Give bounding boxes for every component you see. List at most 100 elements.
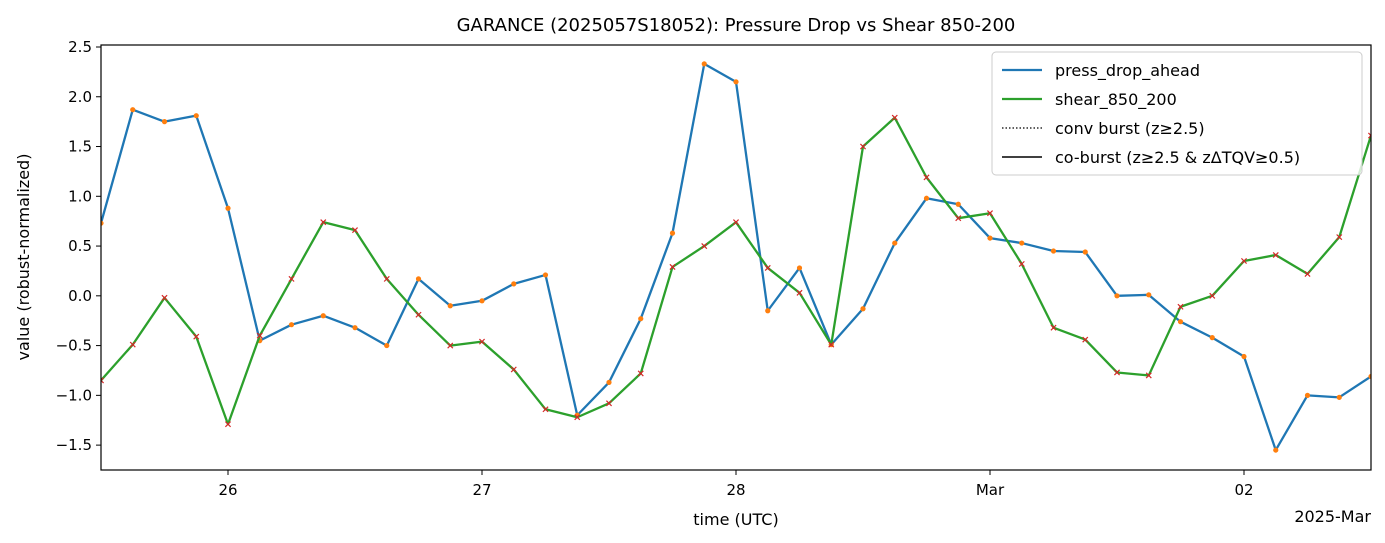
point-press-drop-ahead <box>479 298 485 304</box>
point-shear-850-200 <box>574 414 581 421</box>
point-shear-850-200 <box>1272 251 1279 259</box>
point-press-drop-ahead <box>161 119 168 125</box>
point-shear-850-200 <box>161 294 168 301</box>
point-shear-850-200 <box>129 341 136 348</box>
y-tick-label: 2.0 <box>68 88 92 106</box>
point-shear-850-200 <box>351 227 359 234</box>
point-press-drop-ahead <box>1241 353 1247 360</box>
point-press-drop-ahead <box>415 276 422 282</box>
point-press-drop-ahead <box>225 205 231 211</box>
point-press-drop-ahead <box>1336 394 1342 400</box>
point-shear-850-200 <box>1367 132 1371 139</box>
point-press-drop-ahead <box>606 379 612 386</box>
y-tick-label: 0.5 <box>68 237 92 255</box>
point-press-drop-ahead <box>1114 293 1120 299</box>
x-tick-label: 26 <box>218 481 237 499</box>
point-shear-850-200 <box>923 174 930 181</box>
legend-label-co-burst: co-burst (z≥2.5 & zΔTQV≥0.5) <box>1055 148 1300 167</box>
point-shear-850-200 <box>383 275 390 282</box>
point-shear-850-200 <box>796 289 803 296</box>
point-shear-850-200 <box>669 263 676 270</box>
y-tick-label: 2.5 <box>68 38 92 56</box>
point-press-drop-ahead <box>288 322 295 328</box>
y-tick-label: 1.5 <box>68 138 92 156</box>
point-press-drop-ahead <box>1146 292 1152 298</box>
point-press-drop-ahead <box>860 306 866 312</box>
point-shear-850-200 <box>637 370 644 377</box>
point-shear-850-200 <box>859 143 867 150</box>
point-shear-850-200 <box>256 332 263 339</box>
point-press-drop-ahead <box>987 235 993 241</box>
y-tick-label: 0.0 <box>68 287 92 305</box>
chart-title: GARANCE (2025057S18052): Pressure Drop v… <box>457 15 1016 36</box>
y-tick-label: 1.0 <box>68 187 92 205</box>
point-shear-850-200 <box>1336 234 1343 241</box>
point-press-drop-ahead <box>542 272 549 278</box>
point-shear-850-200 <box>288 275 295 282</box>
point-shear-850-200 <box>101 377 105 384</box>
legend-box <box>991 51 1363 176</box>
point-shear-850-200 <box>764 264 771 271</box>
point-press-drop-ahead <box>765 308 771 314</box>
point-press-drop-ahead <box>733 79 739 85</box>
point-shear-850-200 <box>1113 369 1121 376</box>
x-tick-label: 28 <box>726 481 745 499</box>
point-press-drop-ahead <box>1209 335 1215 341</box>
point-press-drop-ahead <box>130 107 136 113</box>
point-shear-850-200 <box>828 341 835 348</box>
legend: press_drop_ahead shear_850_200 conv burs… <box>991 51 1363 176</box>
point-press-drop-ahead <box>701 61 707 67</box>
point-press-drop-ahead <box>1304 392 1311 398</box>
point-shear-850-200 <box>447 342 454 349</box>
point-shear-850-200 <box>224 421 232 428</box>
point-press-drop-ahead <box>352 325 358 331</box>
point-shear-850-200 <box>955 215 962 222</box>
point-press-drop-ahead <box>1050 248 1057 254</box>
legend-label-conv-burst: conv burst (z≥2.5) <box>1055 119 1205 138</box>
x-axis-label: time (UTC) <box>693 510 778 529</box>
point-press-drop-ahead <box>955 201 961 207</box>
point-shear-850-200 <box>1082 336 1089 343</box>
y-axis: −1.5 −1.0 −0.5 0.0 0.5 1.0 1.5 2.0 2.5 <box>56 38 101 454</box>
point-shear-850-200 <box>891 114 898 121</box>
point-shear-850-200 <box>1050 324 1057 331</box>
point-press-drop-ahead <box>923 195 930 201</box>
y-tick-label: −1.5 <box>56 436 92 454</box>
point-shear-850-200 <box>701 243 708 250</box>
point-shear-850-200 <box>415 311 422 318</box>
point-shear-850-200 <box>605 400 613 407</box>
point-press-drop-ahead <box>1368 373 1371 380</box>
point-shear-850-200 <box>542 406 549 413</box>
point-shear-850-200 <box>193 333 200 340</box>
point-press-drop-ahead <box>447 303 453 309</box>
point-press-drop-ahead <box>1019 240 1025 246</box>
x-tick-label: 27 <box>472 481 491 499</box>
point-shear-850-200 <box>1240 257 1248 265</box>
point-press-drop-ahead <box>101 220 104 226</box>
point-press-drop-ahead <box>1273 447 1279 453</box>
point-press-drop-ahead <box>384 342 390 349</box>
point-shear-850-200 <box>1209 292 1216 299</box>
point-shear-850-200 <box>510 366 517 373</box>
point-press-drop-ahead <box>796 265 803 271</box>
point-shear-850-200 <box>320 219 327 226</box>
point-shear-850-200 <box>732 219 740 226</box>
x-tick-label: 02 <box>1234 481 1253 499</box>
point-shear-850-200 <box>1145 372 1152 379</box>
point-press-drop-ahead <box>638 316 644 322</box>
point-shear-850-200 <box>478 338 486 345</box>
x-tick-label: Mar <box>976 481 1005 499</box>
y-tick-label: −1.0 <box>56 386 92 404</box>
point-press-drop-ahead <box>193 113 199 119</box>
y-tick-label: −0.5 <box>56 337 92 355</box>
point-shear-850-200 <box>1018 260 1025 267</box>
series-layer <box>101 61 1371 453</box>
point-shear-850-200 <box>1177 303 1184 310</box>
point-press-drop-ahead <box>320 313 326 319</box>
point-shear-850-200 <box>1304 270 1311 277</box>
point-press-drop-ahead <box>1177 319 1184 325</box>
x-axis: 26 27 28 Mar 02 <box>218 470 1254 499</box>
point-press-drop-ahead <box>892 240 898 246</box>
